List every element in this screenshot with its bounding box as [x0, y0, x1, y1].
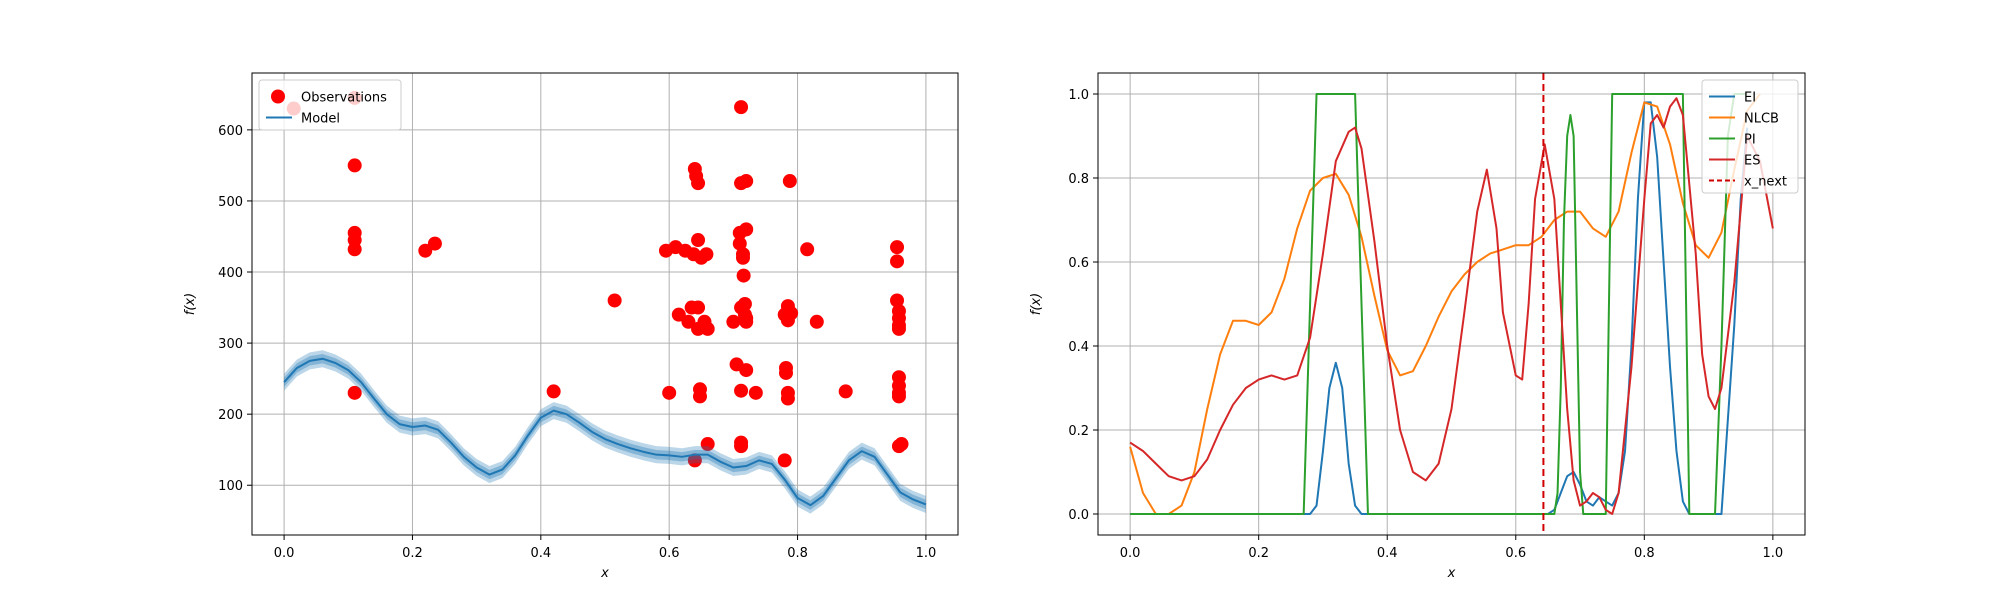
observation-point [780, 391, 795, 406]
observation-point [735, 250, 750, 265]
legend: Observations Model [258, 79, 402, 131]
observation-point [739, 314, 754, 329]
x-tick-label: 0.8 [787, 546, 808, 561]
y-tick-label: 0.4 [1068, 340, 1089, 355]
model-uncertainty-band [284, 350, 926, 514]
x-tick-label: 0.0 [274, 546, 295, 561]
observation-point [347, 242, 362, 257]
observation-point [691, 300, 706, 315]
observation-point [890, 240, 905, 255]
observation-point [546, 384, 561, 399]
y-tick-label: 600 [218, 124, 243, 139]
x-tick-label: 1.0 [916, 546, 937, 561]
x-tick-label: 1.0 [1763, 546, 1784, 561]
y-tick-label: 0.2 [1068, 424, 1089, 439]
legend-label-x-next: x_next [1744, 175, 1787, 190]
plot-area [1129, 73, 1774, 535]
observation-point [739, 363, 754, 378]
legend-box [1701, 79, 1799, 194]
observation-point [891, 389, 906, 404]
observation-point [607, 293, 622, 308]
observation-point [784, 306, 799, 321]
legend-box [258, 79, 402, 131]
observation-point [699, 247, 714, 262]
observation-point [739, 174, 754, 189]
observation-point [347, 385, 362, 400]
observation-point [838, 384, 853, 399]
observation-point [890, 254, 905, 269]
observation-point [890, 293, 905, 308]
left-axes-model-plot: 0.0 0.2 0.4 0.6 0.8 1.0 100 200 300 400 500 600 x f(x… [183, 72, 959, 581]
legend-label-model: Model [301, 112, 340, 127]
observation-point [891, 321, 906, 336]
series-line-nlcb [1129, 93, 1761, 515]
legend-label-ei: EI [1744, 91, 1756, 106]
y-tick-label: 0.0 [1068, 508, 1089, 523]
observation-point [687, 453, 702, 468]
x-tick-label: 0.4 [530, 546, 551, 561]
x-tick-label: 0.2 [402, 546, 423, 561]
axes-frame [1097, 72, 1806, 536]
y-axis-label: f(x) [1029, 293, 1044, 315]
observation-point [700, 437, 715, 452]
observation-point [691, 233, 706, 248]
observation-point [732, 236, 747, 251]
observation-point [734, 439, 749, 454]
series-line-pi [1130, 93, 1748, 515]
y-tick-label: 200 [218, 408, 243, 423]
x-tick-label: 0.4 [1377, 546, 1398, 561]
legend-label-nlcb: NLCB [1744, 112, 1779, 127]
observation-point [800, 242, 815, 257]
x-tick-label: 0.8 [1634, 546, 1655, 561]
y-tick-label: 0.6 [1068, 256, 1089, 271]
right-axes-acquisition-plot: 0.0 0.2 0.4 0.6 0.8 1.0 0.0 0.2 0.4 0.6 0.8 1.0 x f(x… [1029, 72, 1806, 581]
x-tick-label: 0.6 [1505, 546, 1526, 561]
x-axis-label: x [1447, 566, 1456, 581]
legend-marker-observations [271, 89, 285, 104]
observation-point [737, 297, 752, 311]
observation-point [671, 307, 686, 322]
y-tick-label: 300 [218, 337, 243, 352]
observation-point [748, 385, 763, 400]
legend: EI NLCB PI ES x_next [1701, 79, 1799, 194]
observation-point [734, 383, 749, 398]
series-line-es [1129, 97, 1774, 515]
observation-point [778, 365, 793, 380]
observation-point [782, 174, 797, 189]
plot-area [283, 90, 927, 514]
legend-label-pi: PI [1744, 133, 1756, 148]
y-tick-label: 0.8 [1068, 172, 1089, 187]
observation-point [692, 389, 707, 404]
observation-point [736, 268, 751, 283]
y-tick-label: 400 [218, 266, 243, 281]
observation-point [739, 222, 754, 237]
observation-point [734, 100, 749, 115]
observation-point [691, 176, 706, 191]
observation-point [700, 321, 715, 336]
x-tick-label: 0.2 [1248, 546, 1269, 561]
y-tick-label: 1.0 [1068, 88, 1089, 103]
observation-point [347, 158, 362, 173]
observation-point [662, 385, 677, 400]
x-axis-label: x [600, 566, 609, 581]
axes-frame [251, 72, 959, 536]
observation-point [894, 437, 909, 452]
x-tick-label: 0.6 [659, 546, 680, 561]
y-axis-label: f(x) [183, 293, 198, 315]
y-tick-label: 500 [218, 195, 243, 210]
legend-label-observations: Observations [301, 91, 387, 106]
observation-point [681, 314, 696, 329]
x-tick-label: 0.0 [1120, 546, 1141, 561]
observation-point [809, 314, 824, 329]
observation-point [418, 243, 433, 258]
observation-point [427, 236, 442, 251]
series-line-model [283, 357, 927, 507]
observation-point [726, 314, 741, 329]
legend-label-es: ES [1744, 154, 1760, 169]
observation-point [777, 453, 792, 468]
y-tick-label: 100 [218, 479, 243, 494]
